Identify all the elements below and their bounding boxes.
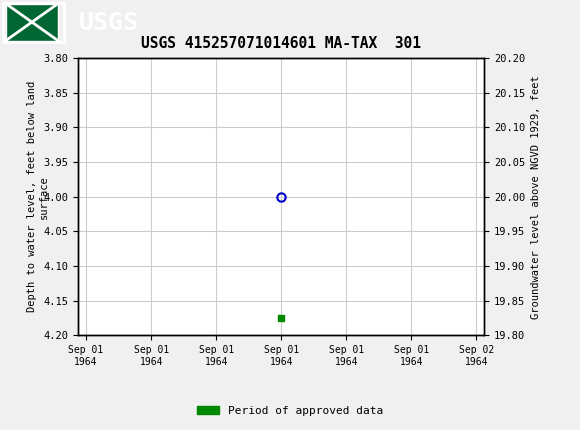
Title: USGS 415257071014601 MA-TAX  301: USGS 415257071014601 MA-TAX 301 <box>142 36 421 51</box>
Bar <box>6 3 58 41</box>
Bar <box>3 3 64 42</box>
Y-axis label: Groundwater level above NGVD 1929, feet: Groundwater level above NGVD 1929, feet <box>531 75 541 319</box>
Legend: Period of approved data: Period of approved data <box>193 401 387 420</box>
Y-axis label: Depth to water level, feet below land
surface: Depth to water level, feet below land su… <box>27 81 49 312</box>
Text: USGS: USGS <box>78 11 138 34</box>
